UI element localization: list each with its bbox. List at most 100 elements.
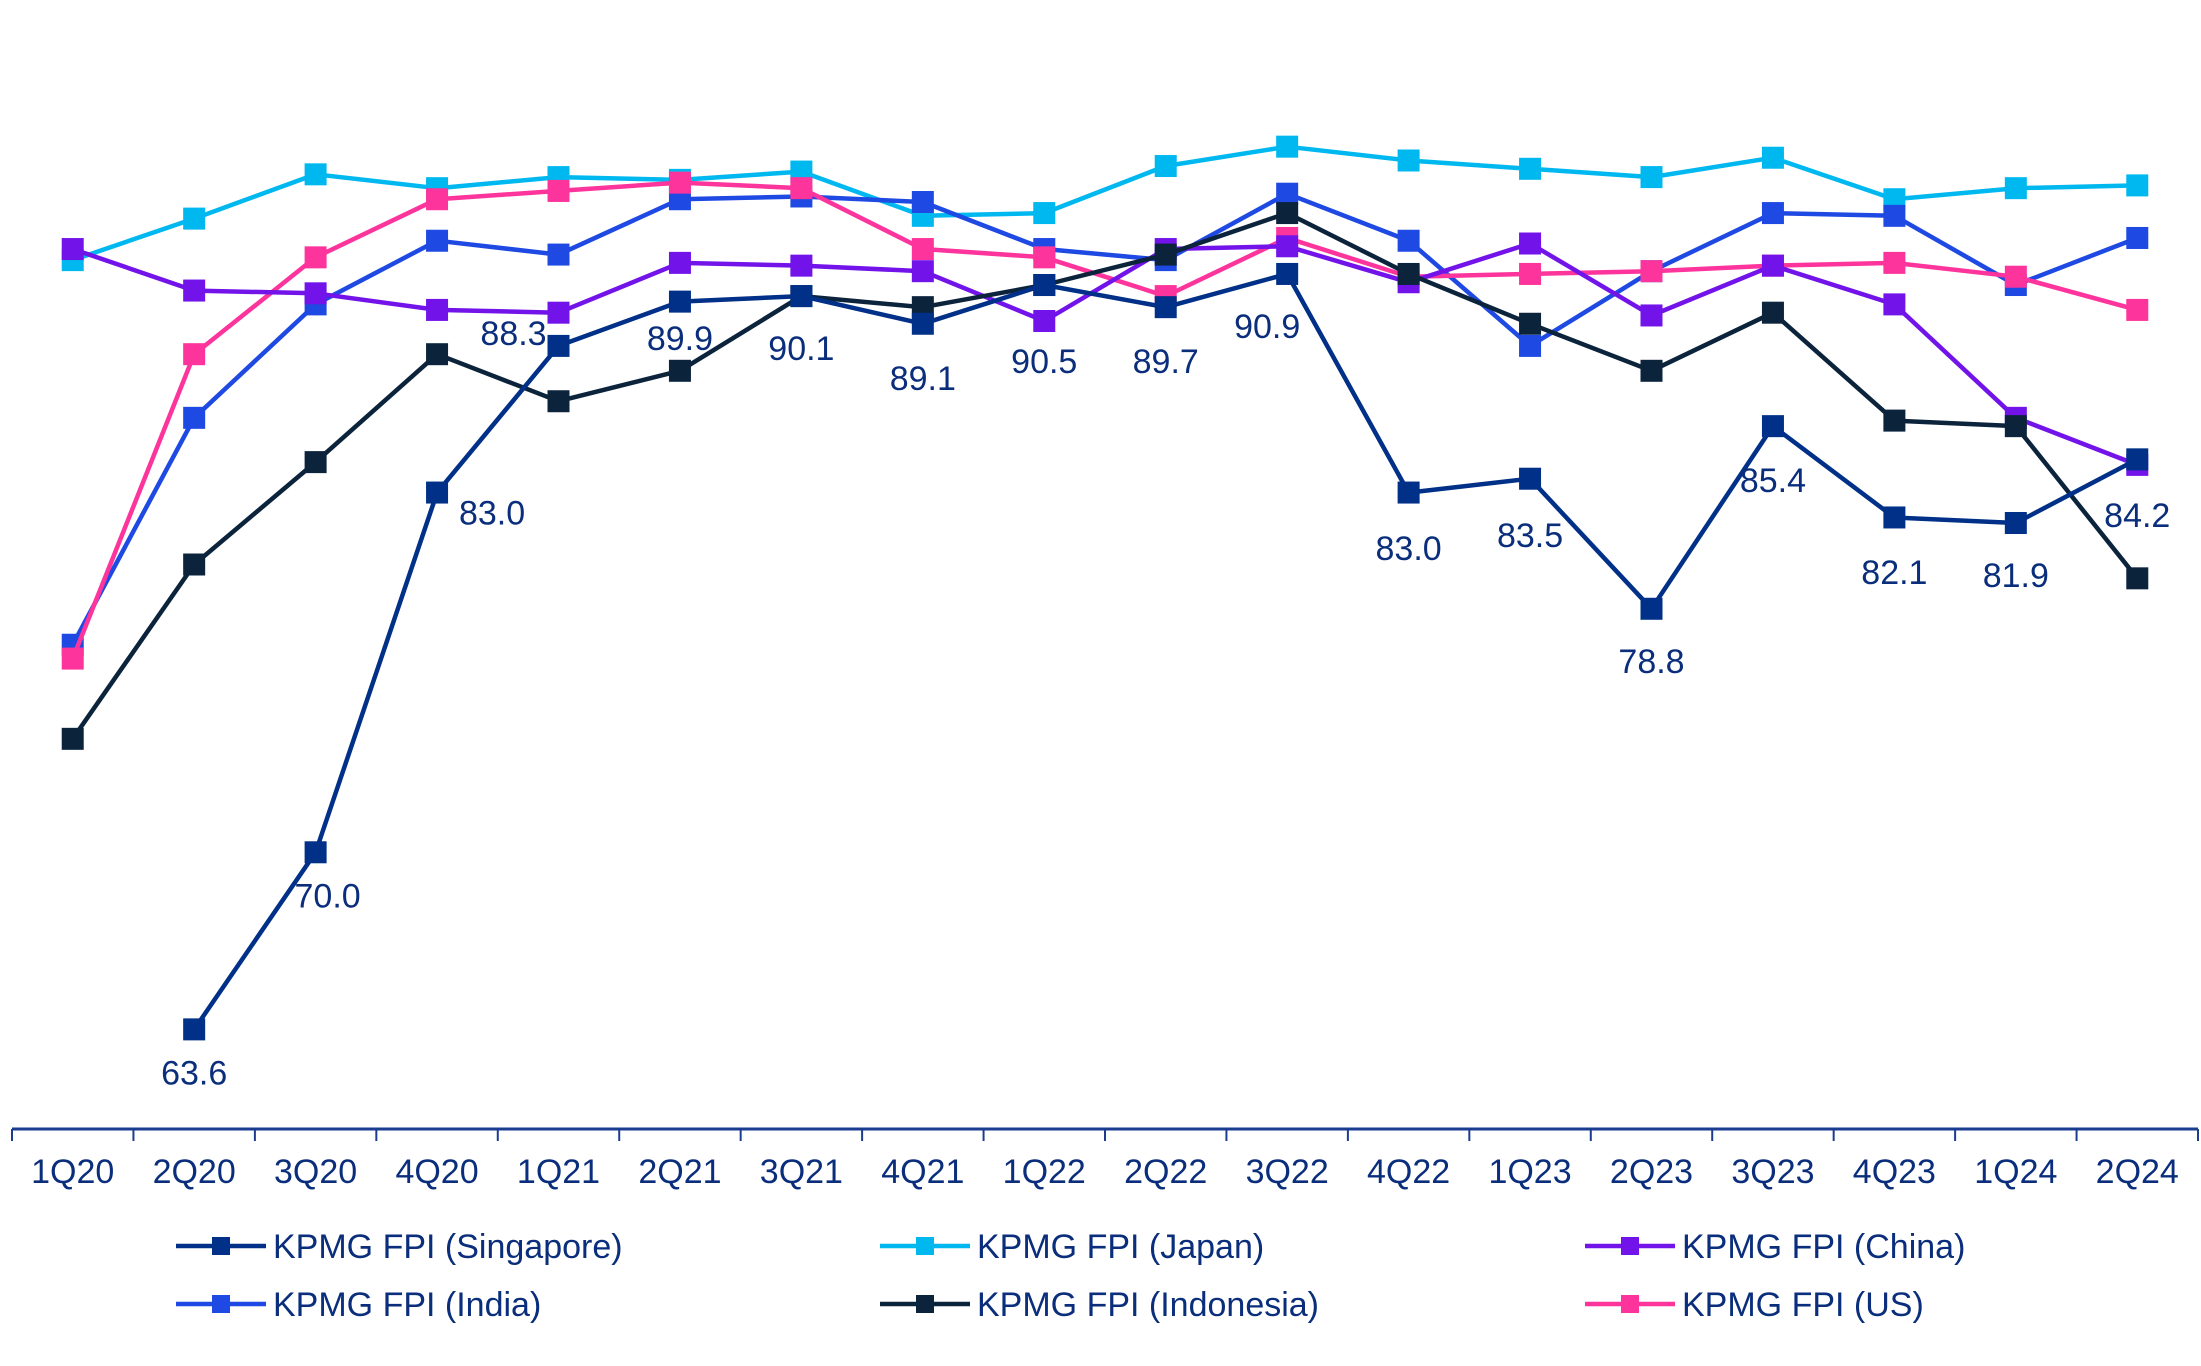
data-point [304, 163, 327, 186]
data-point [1033, 246, 1056, 269]
data-point [1761, 254, 1784, 277]
series-kpmg-fpi-japan [61, 135, 2149, 272]
x-tick-label: 1Q24 [1974, 1153, 2057, 1191]
legend-item: KPMG FPI (Indonesia) [880, 1286, 1319, 1324]
data-point [547, 390, 570, 413]
data-point [911, 312, 934, 335]
data-label: 78.8 [1618, 643, 1684, 681]
data-point [1761, 301, 1784, 324]
series-lines [61, 135, 2149, 1041]
data-point [668, 251, 691, 274]
data-point [1761, 202, 1784, 225]
data-point [2126, 298, 2149, 321]
data-point [547, 243, 570, 266]
series-line [70, 180, 2138, 660]
data-label: 83.0 [1376, 530, 1442, 568]
x-tick-label: 3Q21 [760, 1153, 843, 1191]
data-label: 83.5 [1497, 517, 1563, 555]
data-point [426, 343, 449, 366]
data-point [790, 160, 813, 183]
data-label: 89.1 [890, 360, 956, 398]
data-point [911, 238, 934, 261]
data-point [1640, 597, 1663, 620]
data-point [183, 279, 206, 302]
legend-marker-icon [212, 1295, 230, 1313]
data-point [1154, 243, 1177, 266]
data-point [1276, 202, 1299, 225]
x-tick-label: 2Q22 [1124, 1153, 1207, 1191]
data-point [1519, 157, 1542, 180]
legend-marker-icon [1621, 1295, 1639, 1313]
data-point [61, 238, 84, 261]
data-label: 63.6 [161, 1054, 227, 1092]
data-label: 83.0 [459, 495, 525, 533]
x-tick-label: 3Q22 [1246, 1153, 1329, 1191]
data-point [1033, 274, 1056, 297]
data-label: 82.1 [1861, 554, 1927, 592]
legend-marker-icon [916, 1295, 934, 1313]
data-point [2126, 226, 2149, 249]
data-point [1519, 232, 1542, 255]
data-point [304, 451, 327, 474]
data-point [1883, 251, 1906, 274]
legend-label: KPMG FPI (China) [1682, 1228, 1965, 1266]
data-point [911, 260, 934, 283]
legend-marker-icon [916, 1237, 934, 1255]
data-point [547, 301, 570, 324]
series-line [192, 271, 2139, 1031]
data-label: 88.3 [480, 315, 546, 353]
data-point [1761, 415, 1784, 438]
data-point [1397, 262, 1420, 285]
legend-item: KPMG FPI (US) [1585, 1286, 1924, 1324]
data-point [668, 359, 691, 382]
x-tick-label: 2Q21 [638, 1153, 721, 1191]
series-kpmg-fpi-india [61, 182, 2149, 656]
data-point [1033, 309, 1056, 332]
data-label: 90.9 [1234, 308, 1300, 346]
legend-marker-icon [1621, 1237, 1639, 1255]
data-label: 90.1 [768, 330, 834, 368]
data-point [911, 296, 934, 319]
x-axis: 1Q20 2Q20 3Q20 4Q20 1Q21 2Q21 3Q21 4Q21 1Q22 2Q22… [11, 1127, 2199, 1191]
legend-item: KPMG FPI (Singapore) [176, 1228, 623, 1266]
data-point [2004, 177, 2027, 200]
x-tick-label: 1Q20 [31, 1153, 114, 1191]
data-label: 90.5 [1011, 343, 1077, 381]
x-tick-label: 2Q20 [153, 1153, 236, 1191]
legend-item: KPMG FPI (Japan) [880, 1228, 1264, 1266]
series-kpmg-fpi-singapore [183, 262, 2149, 1041]
data-point [1276, 182, 1299, 205]
data-point [61, 647, 84, 670]
data-point [547, 179, 570, 202]
data-point [304, 282, 327, 305]
data-point [1276, 235, 1299, 258]
x-tick-label: 1Q23 [1488, 1153, 1571, 1191]
series-line [70, 191, 2139, 646]
data-label: 85.4 [1740, 462, 1806, 500]
data-point [1397, 481, 1420, 504]
data-point [1640, 260, 1663, 283]
legend-label: KPMG FPI (US) [1682, 1286, 1924, 1324]
data-point [183, 553, 206, 576]
data-label: 89.9 [647, 320, 713, 358]
data-label: 70.0 [295, 877, 361, 915]
data-point [1276, 262, 1299, 285]
data-point [1640, 304, 1663, 327]
legend-label: KPMG FPI (India) [273, 1286, 541, 1324]
data-point [1883, 506, 1906, 529]
data-point [790, 254, 813, 277]
data-point [183, 343, 206, 366]
x-tick-label: 1Q22 [1003, 1153, 1086, 1191]
x-tick-label: 3Q20 [274, 1153, 357, 1191]
data-point [426, 481, 449, 504]
data-labels: 63.6 70.0 83.0 88.3 89.9 90.1 89.1 90.5 89.7 90.9… [161, 308, 2170, 1092]
data-point [1519, 262, 1542, 285]
legend-label: KPMG FPI (Indonesia) [977, 1286, 1319, 1324]
data-point [183, 406, 206, 429]
data-point [1154, 155, 1177, 178]
data-point [426, 188, 449, 211]
data-point [668, 188, 691, 211]
data-point [547, 334, 570, 357]
data-point [2004, 265, 2027, 288]
data-point [2126, 448, 2149, 471]
